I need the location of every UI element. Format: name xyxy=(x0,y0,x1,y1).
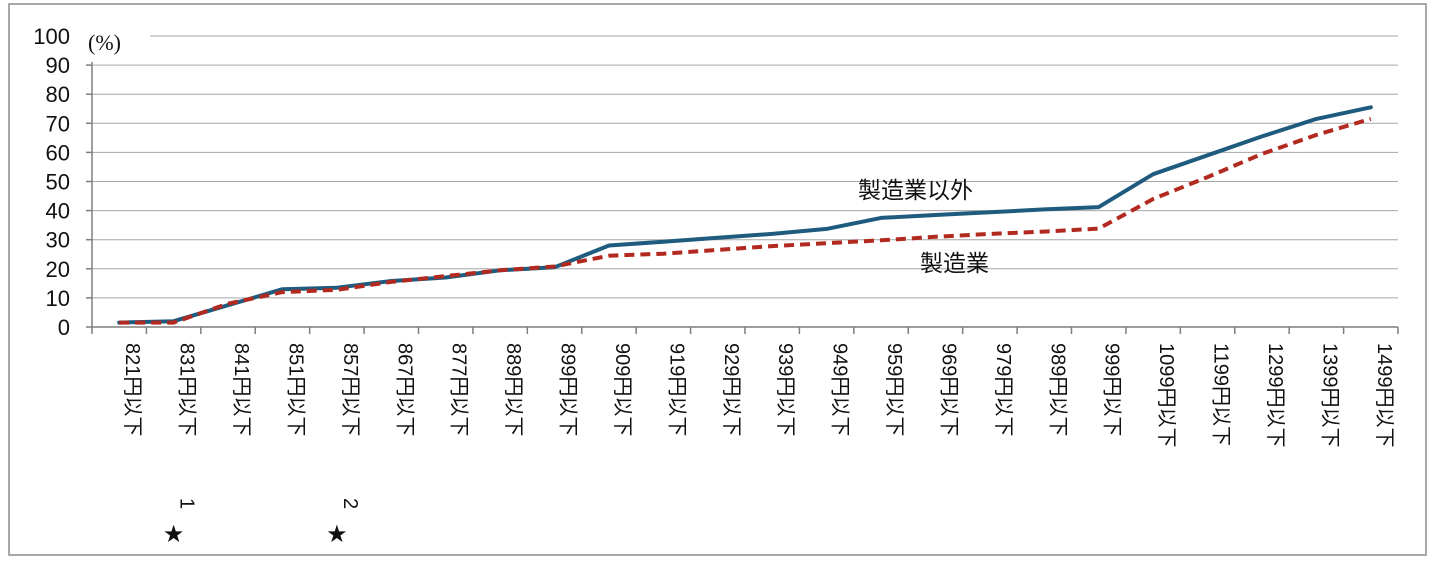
x-tick-label: 851円以下 xyxy=(284,343,306,436)
y-tick-label: 60 xyxy=(46,140,70,165)
x-tick-label: 1199円以下 xyxy=(1210,343,1232,446)
x-tick-label: 979円以下 xyxy=(992,343,1014,436)
y-tick-label: 10 xyxy=(46,286,70,311)
gridlines xyxy=(92,35,1398,299)
x-tick-label: 821円以下 xyxy=(121,343,143,436)
x-tick-label: 899円以下 xyxy=(557,343,579,436)
axes xyxy=(86,35,1399,334)
x-tick-label: 877円以下 xyxy=(448,343,470,436)
y-tick-label: 40 xyxy=(46,199,70,224)
y-axis-ticks: 0 10 20 30 40 50 60 70 80 90 100 xyxy=(33,24,70,340)
x-tick-label: 959円以下 xyxy=(883,343,905,436)
x-tick-label: 919円以下 xyxy=(665,343,687,436)
footnote-number: 1 xyxy=(176,498,198,509)
y-tick-label: 50 xyxy=(46,170,70,195)
y-tick-label: 80 xyxy=(46,82,70,107)
footnote-markers: 1 ★ 2 ★ xyxy=(163,498,361,548)
x-tick-label: 1399円以下 xyxy=(1318,343,1340,448)
x-tick-label: 867円以下 xyxy=(393,343,415,436)
y-tick-label: 0 xyxy=(58,315,70,340)
series-line-1 xyxy=(119,116,1372,325)
footnote-number: 2 xyxy=(339,498,361,509)
x-tick-label: 831円以下 xyxy=(176,343,198,436)
y-tick-label: 100 xyxy=(33,24,70,49)
footnote-star: ★ xyxy=(163,520,185,548)
x-tick-label: 889円以下 xyxy=(502,343,524,436)
y-tick-label: 30 xyxy=(46,228,70,253)
x-tick-label: 1299円以下 xyxy=(1264,343,1286,448)
y-tick-label: 20 xyxy=(46,257,70,282)
x-tick-label: 841円以下 xyxy=(230,343,252,436)
x-tick-label: 949円以下 xyxy=(829,343,851,436)
x-tick-label: 929円以下 xyxy=(720,343,742,436)
footnote-star: ★ xyxy=(326,520,348,548)
series-label-non-manufacturing: 製造業以外 xyxy=(858,178,973,204)
x-tick-label: 969円以下 xyxy=(937,343,959,436)
x-tick-label: 989円以下 xyxy=(1046,343,1068,436)
series-line-0 xyxy=(117,105,1373,325)
x-axis-ticks: 821円以下 831円以下 841円以下 851円以下 857円以下 867円以下 877円… xyxy=(121,343,1395,448)
unit-label-background xyxy=(80,28,150,62)
series-label-manufacturing: 製造業 xyxy=(920,251,989,277)
y-tick-label: 90 xyxy=(46,53,70,78)
x-tick-label: 857円以下 xyxy=(339,343,361,436)
chart-frame xyxy=(8,3,1427,556)
series-lines xyxy=(117,105,1373,325)
unit-label: (%) xyxy=(88,30,121,55)
x-tick-label: 909円以下 xyxy=(611,343,633,436)
x-tick-label: 939円以下 xyxy=(774,343,796,436)
x-tick-label: 1499円以下 xyxy=(1373,343,1395,448)
y-tick-label: 70 xyxy=(46,111,70,136)
x-tick-label: 1099円以下 xyxy=(1155,343,1177,448)
x-tick-label: 999円以下 xyxy=(1101,343,1123,436)
